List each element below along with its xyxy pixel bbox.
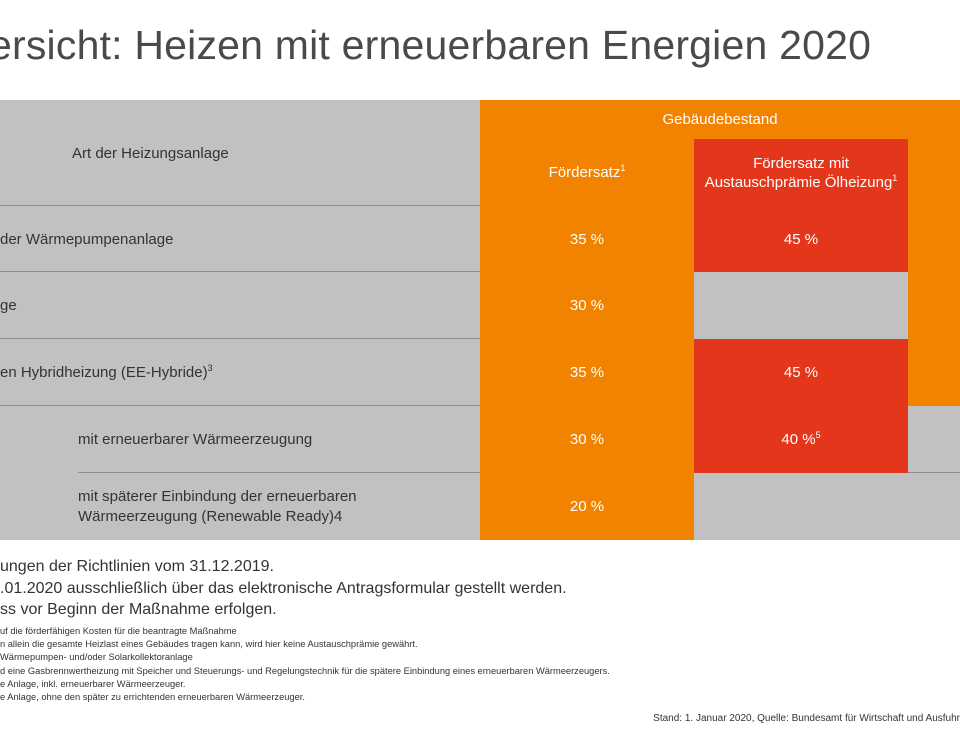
table-row-label: mit späterer Einbindung der erneuerbaren… (0, 473, 480, 540)
page-title: bersicht: Heizen mit erneuerbaren Energi… (0, 22, 872, 68)
table-cell-col3 (908, 406, 960, 473)
col1-header-text: Fördersatz (548, 164, 621, 181)
group-header-cell: Gebäudebestand (480, 100, 960, 139)
footnote: Wärmepumpen- und/oder Solarkollektoranla… (0, 652, 193, 663)
footnotes: uf die förderfähigen Kosten für die bean… (0, 625, 610, 704)
header-label-cell: Art der Heizungsanlage (0, 100, 480, 206)
footnote: n allein die gesamte Heizlast eines Gebä… (0, 639, 418, 650)
table-cell-col3 (908, 206, 960, 272)
row-divider (0, 405, 480, 406)
table-cell-col1: 35 % (480, 339, 694, 406)
col3-header (908, 139, 960, 206)
footnote: e Anlage, ohne den später zu errichtende… (0, 691, 305, 702)
table-cell-col1: 30 % (480, 272, 694, 339)
note-line: ungen der Richtlinien vom 31.12.2019. (0, 558, 274, 575)
col2-header-line2: Austauschprämie Ölheizung (704, 173, 893, 191)
row-divider (0, 271, 480, 272)
col2-header-sup: 1 (892, 172, 898, 183)
table-row-label: mit erneuerbarer Wärmeerzeugung (0, 406, 480, 473)
row-divider (0, 338, 480, 339)
table-cell-col1: 20 % (480, 473, 694, 540)
table-cell-col2: 45 % (694, 339, 908, 406)
note-line: .01.2020 ausschließlich über das elektro… (0, 579, 567, 597)
col2-header: Fördersatz mit Austauschprämie Ölheizung1 (694, 139, 908, 206)
table-row-label: ge (0, 272, 480, 339)
col2-header-line1: Fördersatz mit (753, 154, 849, 172)
table-cell-col2: 45 % (694, 206, 908, 272)
table-cell-col3 (908, 339, 960, 406)
table-cell-col3 (908, 272, 960, 339)
table-cell-col1: 30 % (480, 406, 694, 473)
row-divider (78, 472, 480, 473)
table-row-label: der Wärmepumpenanlage (0, 206, 480, 272)
row-divider (908, 472, 960, 473)
notes: ungen der Richtlinien vom 31.12.2019. .0… (0, 556, 567, 621)
row-divider (0, 205, 480, 206)
table-cell-col2: 40 %5 (694, 406, 908, 473)
col1-header: Fördersatz1 (480, 139, 694, 206)
footnote: uf die förderfähigen Kosten für die bean… (0, 626, 237, 636)
footnote: e Anlage, inkl. erneuerbarer Wärmeerzeug… (0, 678, 186, 689)
header-label: Art der Heizungsanlage (72, 145, 229, 162)
table-cell-col2 (694, 473, 960, 540)
group-header: Gebäudebestand (662, 111, 778, 128)
source-line: Stand: 1. Januar 2020, Quelle: Bundesamt… (653, 713, 960, 724)
footnote: d eine Gasbrennwertheizung mit Speicher … (0, 665, 610, 676)
table-row-label: en Hybridheizung (EE-Hybride)3 (0, 339, 480, 406)
table-cell-col2 (694, 272, 908, 339)
note-line: ss vor Beginn der Maßnahme erfolgen. (0, 601, 277, 618)
table-cell-col1: 35 % (480, 206, 694, 272)
col1-header-sup: 1 (620, 163, 626, 173)
